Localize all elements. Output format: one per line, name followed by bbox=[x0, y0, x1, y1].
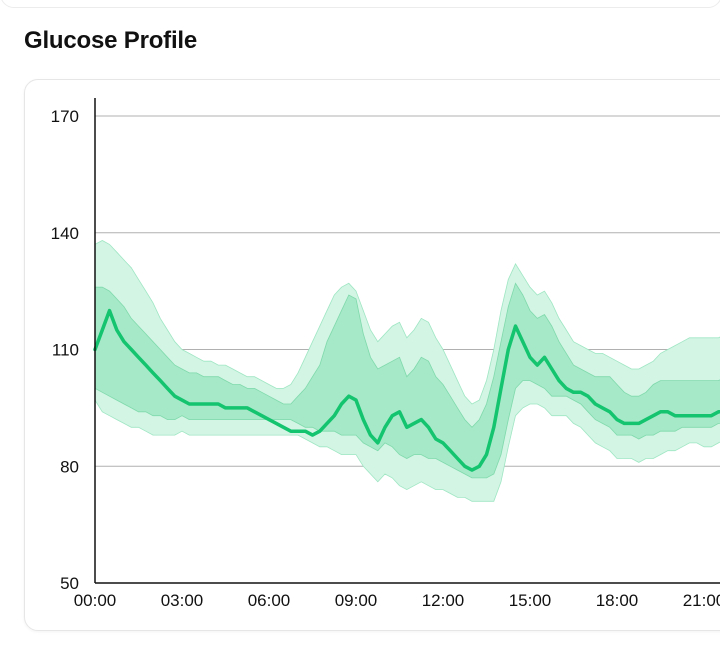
x-tick-label: 06:00 bbox=[248, 591, 291, 610]
x-tick-label: 09:00 bbox=[335, 591, 378, 610]
y-tick-label: 140 bbox=[51, 224, 79, 243]
x-tick-label: 15:00 bbox=[509, 591, 552, 610]
x-tick-label: 21:00 bbox=[683, 591, 720, 610]
p10-p90-band bbox=[94, 240, 720, 502]
p25-p75-band bbox=[94, 282, 720, 479]
y-tick-label: 50 bbox=[60, 574, 79, 593]
x-tick-label: 03:00 bbox=[161, 591, 204, 610]
x-tick-label: 00:00 bbox=[74, 591, 117, 610]
y-tick-labels: 50 80 110 140 170 bbox=[51, 107, 79, 593]
y-tick-label: 110 bbox=[52, 341, 79, 360]
y-tick-label: 80 bbox=[60, 457, 79, 476]
page-title: Glucose Profile bbox=[24, 27, 198, 54]
x-tick-labels: 00:00 03:00 06:00 09:00 12:00 15:00 18:00 21:00 bbox=[74, 591, 720, 610]
x-tick-label: 12:00 bbox=[422, 591, 465, 610]
y-tick-label: 170 bbox=[51, 107, 79, 126]
median-line bbox=[93, 308, 720, 472]
x-tick-label: 18:00 bbox=[596, 591, 639, 610]
